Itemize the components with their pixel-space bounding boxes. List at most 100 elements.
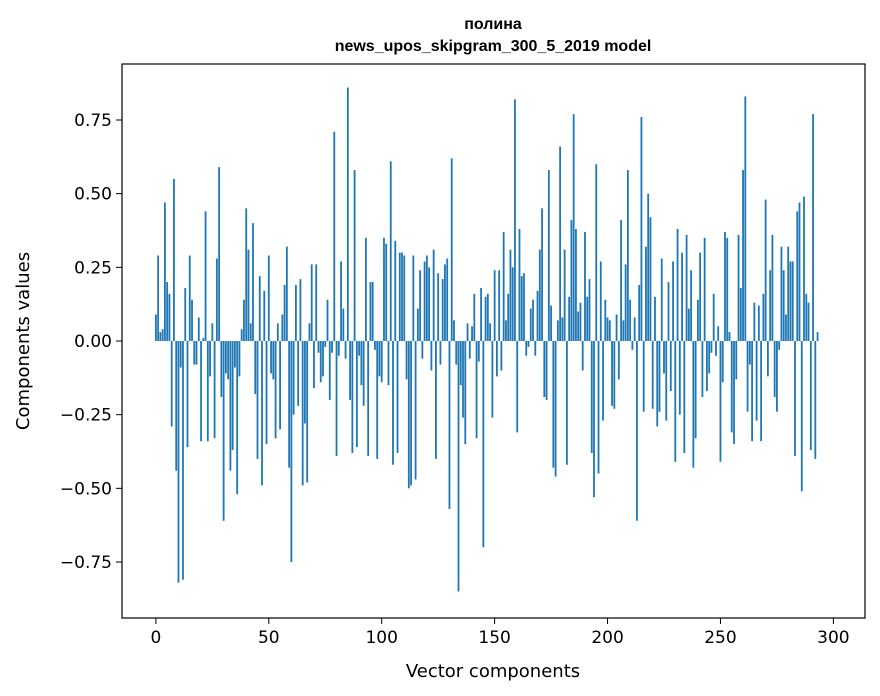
bar bbox=[444, 264, 446, 341]
bar bbox=[764, 199, 767, 341]
x-tick-label: 250 bbox=[704, 628, 736, 648]
bar bbox=[645, 246, 647, 341]
bar bbox=[166, 282, 169, 341]
bar bbox=[516, 341, 519, 433]
y-tick-label: −0.50 bbox=[60, 479, 112, 499]
bar bbox=[421, 341, 424, 359]
bar bbox=[419, 270, 422, 341]
x-tick-label: 300 bbox=[817, 628, 849, 648]
bar bbox=[798, 202, 801, 341]
bar bbox=[450, 158, 453, 341]
bar bbox=[554, 341, 557, 477]
bar bbox=[220, 341, 223, 397]
bar bbox=[353, 170, 356, 341]
bar bbox=[541, 208, 543, 341]
bar bbox=[371, 282, 374, 341]
bar bbox=[674, 341, 677, 462]
bar bbox=[617, 341, 620, 380]
bar bbox=[568, 296, 571, 341]
bar bbox=[218, 167, 221, 341]
bar bbox=[186, 341, 189, 448]
bar bbox=[333, 131, 336, 341]
bar bbox=[337, 341, 340, 356]
bar bbox=[683, 341, 686, 453]
bar bbox=[425, 255, 428, 341]
bar bbox=[563, 249, 566, 341]
bar bbox=[776, 341, 778, 412]
bar bbox=[791, 261, 794, 341]
bar bbox=[608, 320, 611, 341]
bar bbox=[179, 341, 182, 368]
bar bbox=[649, 217, 652, 341]
bar bbox=[538, 249, 541, 341]
bar bbox=[215, 258, 218, 341]
bar bbox=[265, 341, 268, 445]
bar bbox=[202, 338, 205, 341]
bar bbox=[719, 341, 722, 462]
bar bbox=[676, 229, 679, 341]
bar bbox=[737, 234, 740, 341]
bar bbox=[748, 341, 751, 365]
bar bbox=[814, 341, 817, 459]
y-tick-label: 0.00 bbox=[74, 332, 112, 352]
bar bbox=[651, 341, 654, 409]
bar bbox=[785, 314, 787, 341]
y-axis: −0.75 −0.50 −0.25 0.00 0.25 0.50 0.75 bbox=[60, 111, 122, 573]
bar bbox=[545, 341, 548, 400]
bar bbox=[669, 341, 672, 392]
bar bbox=[809, 341, 812, 451]
bar bbox=[771, 234, 774, 341]
bar bbox=[762, 293, 765, 341]
bar bbox=[678, 341, 681, 415]
bar bbox=[175, 341, 178, 471]
bar bbox=[281, 314, 284, 341]
bar bbox=[184, 287, 187, 341]
bar bbox=[243, 299, 245, 341]
bar bbox=[376, 341, 379, 459]
x-tick-label: 150 bbox=[478, 628, 510, 648]
bar bbox=[383, 237, 385, 341]
bar bbox=[525, 341, 528, 356]
bar bbox=[213, 341, 216, 439]
bar bbox=[715, 341, 717, 356]
bar bbox=[473, 293, 476, 341]
x-tick-label: 0 bbox=[150, 628, 161, 648]
bar bbox=[161, 329, 164, 341]
bar bbox=[414, 341, 417, 480]
bar bbox=[491, 341, 494, 418]
bar bbox=[238, 341, 241, 377]
bar bbox=[306, 341, 309, 483]
bar bbox=[667, 282, 670, 341]
bar bbox=[304, 341, 306, 424]
bar bbox=[529, 308, 532, 341]
bar bbox=[606, 317, 609, 341]
y-axis-label: Components values bbox=[13, 252, 34, 430]
bar bbox=[672, 261, 674, 341]
bar bbox=[387, 341, 390, 386]
bar bbox=[428, 267, 431, 341]
bar bbox=[712, 293, 715, 341]
bar bbox=[805, 293, 808, 341]
bar bbox=[446, 258, 449, 341]
bar bbox=[584, 231, 586, 341]
bar bbox=[789, 261, 792, 341]
bar bbox=[279, 341, 281, 430]
bar bbox=[437, 273, 440, 341]
bar bbox=[315, 264, 318, 341]
bar bbox=[552, 341, 555, 468]
y-tick-label: 0.25 bbox=[74, 258, 112, 278]
chart-title: полина bbox=[464, 16, 522, 33]
bar bbox=[326, 299, 329, 341]
bar bbox=[633, 317, 636, 341]
bar bbox=[746, 341, 749, 412]
bar bbox=[766, 341, 769, 377]
bar bbox=[807, 302, 810, 341]
bar bbox=[696, 299, 699, 341]
bar bbox=[231, 341, 234, 451]
x-tick-label: 200 bbox=[591, 628, 623, 648]
bar bbox=[410, 341, 412, 486]
bar bbox=[699, 252, 702, 341]
bar bbox=[229, 341, 232, 471]
bar bbox=[769, 270, 772, 341]
